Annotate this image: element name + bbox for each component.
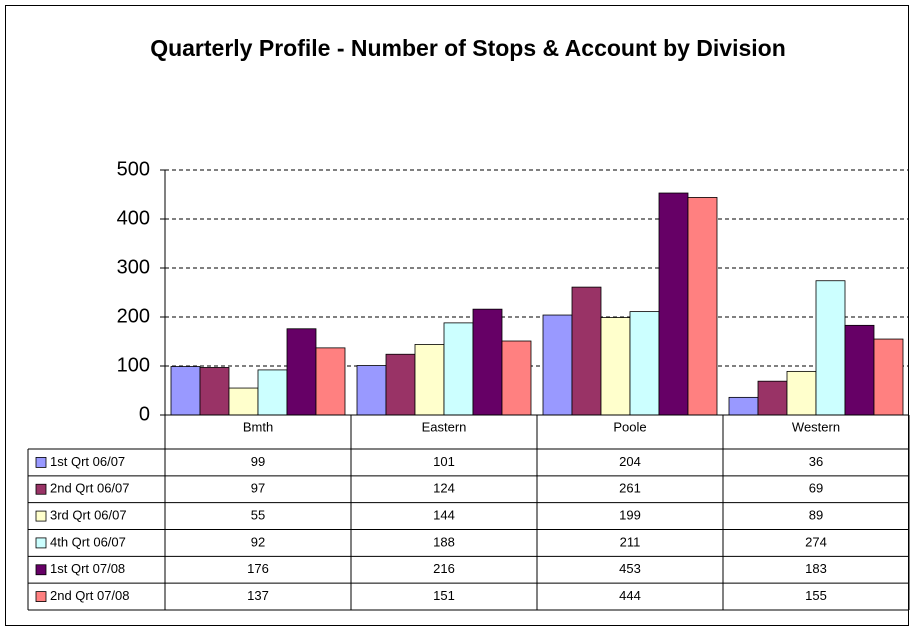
legend-label: 2nd Qrt 06/07 [50, 481, 130, 496]
bar [170, 366, 201, 416]
table-value: 453 [619, 561, 641, 576]
bar [385, 353, 416, 416]
legend-key [35, 537, 47, 549]
x-tick-label: Eastern [422, 419, 467, 434]
bar [356, 365, 387, 416]
legend-label: 4th Qrt 06/07 [50, 534, 126, 549]
chart-border [5, 5, 909, 626]
legend-key [35, 483, 47, 495]
bar [786, 370, 817, 416]
bar [257, 369, 288, 416]
legend-key [35, 591, 47, 602]
bar [571, 286, 602, 416]
legend-key [35, 510, 47, 522]
bar [228, 387, 259, 416]
x-tick-label: Bmth [243, 419, 273, 434]
bar [629, 311, 660, 416]
y-tick-label: 0 [139, 403, 150, 425]
table-value: 176 [247, 561, 269, 576]
y-tick-label: 300 [117, 256, 150, 278]
bar [199, 367, 230, 416]
y-tick-label: 200 [117, 305, 150, 327]
table-value: 151 [433, 588, 455, 603]
table-value: 101 [433, 454, 455, 469]
table-value: 92 [251, 534, 265, 549]
bar [542, 314, 573, 416]
bar [286, 328, 317, 416]
bar [600, 317, 631, 416]
bar [414, 344, 445, 416]
y-tick-label: 100 [117, 354, 150, 376]
table-value: 204 [619, 454, 641, 469]
bar [757, 380, 788, 416]
legend-label: 1st Qrt 07/08 [50, 561, 125, 576]
bar [443, 322, 474, 416]
bar [687, 197, 718, 416]
bar [844, 324, 875, 416]
x-tick-label: Poole [613, 419, 646, 434]
bar [315, 347, 346, 416]
y-tick-label: 400 [117, 207, 150, 229]
legend-label: 1st Qrt 06/07 [50, 454, 125, 469]
bar [658, 192, 689, 416]
table-value: 97 [251, 481, 265, 496]
table-value: 261 [619, 481, 641, 496]
bar [501, 340, 532, 416]
legend-key [35, 457, 47, 468]
table-value: 69 [809, 481, 823, 496]
table-value: 199 [619, 508, 641, 523]
table-value: 137 [247, 588, 269, 603]
table-value: 36 [809, 454, 823, 469]
table-value: 444 [619, 588, 641, 603]
title-box: Quarterly Profile - Number of Stops & Ac… [150, 35, 786, 61]
bar [728, 396, 759, 416]
table-value: 99 [251, 454, 265, 469]
table-value: 183 [805, 561, 827, 576]
chart-title: Quarterly Profile - Number of Stops & Ac… [150, 35, 786, 61]
bar [873, 338, 904, 416]
y-tick-label: 500 [117, 158, 150, 180]
table-value: 144 [433, 508, 455, 523]
table-value: 216 [433, 561, 455, 576]
table-value: 211 [620, 534, 641, 549]
table-value: 155 [805, 588, 827, 603]
table-value: 55 [251, 508, 265, 523]
table-value: 188 [433, 534, 455, 549]
bar [472, 308, 503, 416]
x-tick-label: Western [792, 419, 840, 434]
legend-label: 2nd Qrt 07/08 [50, 588, 130, 603]
table-value: 274 [805, 534, 827, 549]
bar [815, 280, 846, 416]
table-value: 89 [809, 508, 823, 523]
table-value: 124 [433, 481, 455, 496]
legend-label: 3rd Qrt 06/07 [50, 508, 127, 523]
legend-key [35, 564, 47, 576]
